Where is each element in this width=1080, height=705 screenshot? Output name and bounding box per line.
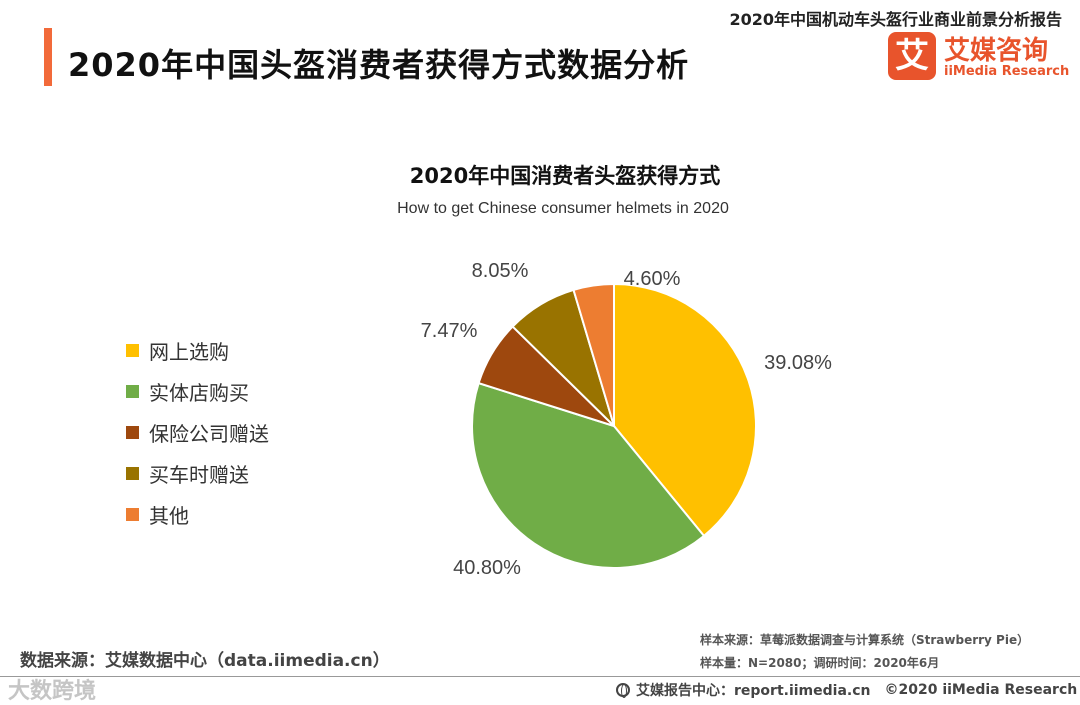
slice-data-label: 7.47% xyxy=(421,320,478,342)
slice-data-label: 39.08% xyxy=(764,352,832,374)
footer-divider xyxy=(0,676,1080,677)
sample-size: 样本量：N=2080；调研时间：2020年6月 xyxy=(700,654,939,671)
copyright: ©2020 iiMedia Research Inc xyxy=(885,682,1080,698)
footer-credits: 艾媒报告中心：report.iimedia.cn ©2020 iiMedia R… xyxy=(616,680,1080,700)
slice-data-label: 40.80% xyxy=(453,557,521,579)
slice-data-label: 4.60% xyxy=(624,268,681,290)
globe-icon xyxy=(616,683,630,697)
watermark: 大数跨境 xyxy=(8,673,96,705)
data-source: 数据来源：艾媒数据中心（data.iimedia.cn） xyxy=(20,646,390,671)
slice-data-label: 8.05% xyxy=(472,260,529,282)
sample-source: 样本来源：草莓派数据调查与计算系统（Strawberry Pie） xyxy=(700,631,1029,648)
report-center-link[interactable]: 艾媒报告中心：report.iimedia.cn xyxy=(636,680,871,700)
